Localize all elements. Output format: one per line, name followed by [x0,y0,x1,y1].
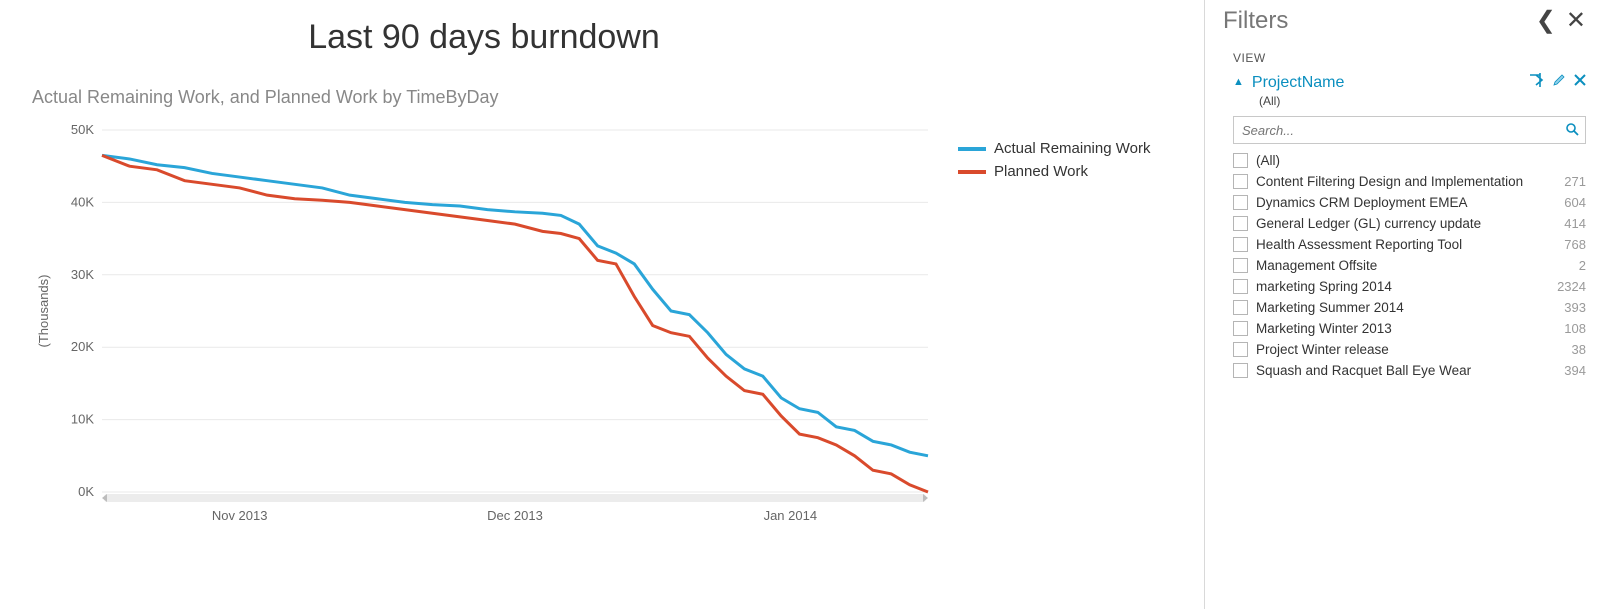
chart-legend: Actual Remaining Work Planned Work [958,140,1150,186]
chart-title: Last 90 days burndown [30,18,938,57]
checkbox[interactable] [1233,363,1248,378]
filter-option[interactable]: Management Offsite 2 [1233,255,1586,276]
filter-option[interactable]: Health Assessment Reporting Tool 768 [1233,234,1586,255]
checkbox[interactable] [1233,258,1248,273]
checkbox[interactable] [1233,153,1248,168]
legend-item-planned: Planned Work [958,163,1150,180]
filter-option-count: 394 [1546,363,1586,378]
filter-option[interactable]: Project Winter release 38 [1233,339,1586,360]
filter-option[interactable]: Squash and Racquet Ball Eye Wear 394 [1233,360,1586,381]
checkbox[interactable] [1233,195,1248,210]
filter-option-label: Marketing Summer 2014 [1256,300,1404,315]
chart-subtitle: Actual Remaining Work, and Planned Work … [32,87,1204,108]
apply-filter-icon[interactable] [1528,73,1544,92]
svg-text:Jan 2014: Jan 2014 [764,508,818,523]
filter-field-label: ProjectName [1252,74,1344,92]
filter-option[interactable]: (All) [1233,150,1586,171]
legend-label-actual: Actual Remaining Work [994,140,1150,157]
svg-text:20K: 20K [71,339,94,354]
filter-option[interactable]: General Ledger (GL) currency update 414 [1233,213,1586,234]
svg-text:Nov 2013: Nov 2013 [212,508,268,523]
filters-header: Filters ❮ ✕ [1223,6,1586,35]
svg-text:(Thousands): (Thousands) [36,275,51,348]
checkbox[interactable] [1233,237,1248,252]
clear-filter-icon[interactable] [1574,73,1586,92]
checkbox[interactable] [1233,174,1248,189]
svg-text:50K: 50K [71,122,94,137]
chart-body: 0K 10K 20K 30K 40K 50K (Thousands) Nov 2013 Dec … [30,120,1204,540]
filter-option-label: Content Filtering Design and Implementat… [1256,174,1523,189]
filter-option-label: Management Offsite [1256,258,1377,273]
svg-text:Dec 2013: Dec 2013 [487,508,543,523]
filter-option[interactable]: Dynamics CRM Deployment EMEA 604 [1233,192,1586,213]
chart-panel: Last 90 days burndown Actual Remaining W… [0,0,1204,609]
filter-option-label: Marketing Winter 2013 [1256,321,1392,336]
search-icon[interactable] [1565,122,1579,139]
filters-title: Filters [1223,7,1288,35]
filter-option-count: 108 [1546,321,1586,336]
filter-search[interactable] [1233,116,1586,144]
filter-option[interactable]: marketing Spring 2014 2324 [1233,276,1586,297]
filter-option-label: General Ledger (GL) currency update [1256,216,1481,231]
filter-option[interactable]: Marketing Winter 2013 108 [1233,318,1586,339]
filters-panel: Filters ❮ ✕ VIEW ▲ ProjectName [1204,0,1604,609]
checkbox[interactable] [1233,216,1248,231]
filter-options-list: (All) Content Filtering Design and Implem… [1233,150,1586,381]
filter-option[interactable]: Content Filtering Design and Implementat… [1233,171,1586,192]
burndown-chart: 0K 10K 20K 30K 40K 50K (Thousands) Nov 2013 Dec … [30,120,938,540]
filter-option-label: Health Assessment Reporting Tool [1256,237,1462,252]
legend-item-actual: Actual Remaining Work [958,140,1150,157]
filter-option-count: 393 [1546,300,1586,315]
view-section-label: VIEW [1233,51,1586,65]
svg-text:40K: 40K [71,194,94,209]
filter-option[interactable]: Marketing Summer 2014 393 [1233,297,1586,318]
filter-summary: (All) [1259,94,1586,108]
filter-option-label: (All) [1256,153,1280,168]
collapse-icon[interactable]: ❮ [1536,6,1556,35]
filter-option-count: 604 [1546,195,1586,210]
expand-icon[interactable]: ▲ [1233,76,1244,88]
svg-text:30K: 30K [71,267,94,282]
edit-filter-icon[interactable] [1552,73,1566,92]
filter-option-count: 271 [1546,174,1586,189]
close-icon[interactable]: ✕ [1566,6,1586,35]
checkbox[interactable] [1233,300,1248,315]
filter-option-count: 2 [1546,258,1586,273]
filter-option-count: 2324 [1546,279,1586,294]
filter-option-count: 38 [1546,342,1586,357]
chart-svg-holder: 0K 10K 20K 30K 40K 50K (Thousands) Nov 2013 Dec … [30,120,938,540]
legend-swatch-actual [958,147,986,151]
filter-option-label: Dynamics CRM Deployment EMEA [1256,195,1468,210]
checkbox[interactable] [1233,342,1248,357]
filter-option-label: Project Winter release [1256,342,1389,357]
filter-option-label: Squash and Racquet Ball Eye Wear [1256,363,1471,378]
checkbox[interactable] [1233,321,1248,336]
app-root: Last 90 days burndown Actual Remaining W… [0,0,1604,609]
checkbox[interactable] [1233,279,1248,294]
filter-option-count: 768 [1546,237,1586,252]
filter-search-input[interactable] [1240,122,1565,139]
filter-option-label: marketing Spring 2014 [1256,279,1392,294]
filter-option-count: 414 [1546,216,1586,231]
svg-text:0K: 0K [78,484,94,499]
legend-label-planned: Planned Work [994,163,1088,180]
filter-field-projectname[interactable]: ▲ ProjectName [1233,73,1586,92]
svg-text:10K: 10K [71,412,94,427]
legend-swatch-planned [958,170,986,174]
